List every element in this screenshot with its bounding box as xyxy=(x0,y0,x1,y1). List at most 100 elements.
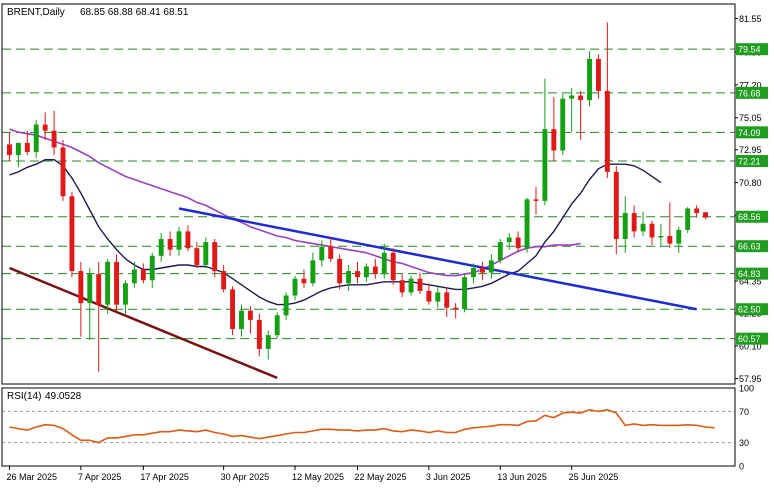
candle-bull xyxy=(105,261,111,305)
chart-ohlc-values: 68.85 68.88 68.41 68.51 xyxy=(80,7,189,18)
candle-bull xyxy=(346,271,352,284)
level-price-label: 68.56 xyxy=(738,212,761,222)
candle-bear xyxy=(453,307,459,310)
rsi-y-tick-label: 70 xyxy=(739,407,749,417)
candle-bear xyxy=(604,90,610,172)
candle-bull xyxy=(123,283,128,305)
candle-bull xyxy=(265,335,271,349)
candle-bear xyxy=(7,144,12,156)
candle-bear xyxy=(194,248,200,265)
y-tick-label: 60.10 xyxy=(739,341,762,351)
y-tick-label: 57.95 xyxy=(739,374,762,384)
candle-bear xyxy=(694,208,700,214)
candle-bull xyxy=(158,239,164,256)
candle-bear xyxy=(69,196,75,272)
candle-bull xyxy=(658,235,664,238)
candle-bull xyxy=(149,255,155,281)
candle-bull xyxy=(319,246,325,261)
candle-bear xyxy=(328,246,334,259)
candle-bear xyxy=(703,212,708,218)
candle-bear xyxy=(212,242,218,272)
candle-bear xyxy=(578,95,584,101)
level-price-tag xyxy=(736,210,768,223)
candle-bear xyxy=(372,266,378,275)
candle-bear xyxy=(390,252,396,281)
candle-bull xyxy=(587,58,592,101)
candle-bear xyxy=(230,289,236,330)
candle-bull xyxy=(471,268,476,278)
candle-bull xyxy=(622,213,628,240)
rsi-title: RSI(14) xyxy=(7,391,41,402)
candle-bear xyxy=(667,235,673,244)
y-tick-label: 81.55 xyxy=(739,14,762,24)
trendline-descending-resistance xyxy=(178,207,697,311)
x-tick-label: 17 Apr 2025 xyxy=(140,472,189,482)
candle-bull xyxy=(488,260,494,273)
candle-bull xyxy=(435,292,441,302)
candle-bull xyxy=(33,124,39,153)
y-tick-label: 77.20 xyxy=(739,80,762,90)
candle-bear xyxy=(42,124,48,131)
x-tick-label: 26 Mar 2025 xyxy=(6,472,57,482)
candle-bull xyxy=(87,274,93,304)
candle-bear xyxy=(221,271,227,290)
candle-bear xyxy=(444,292,450,308)
candle-bear xyxy=(355,271,360,278)
candle-bull xyxy=(524,199,530,249)
candles xyxy=(7,22,708,372)
level-price-label: 72.21 xyxy=(738,157,761,167)
candle-bull xyxy=(381,252,387,275)
level-price-label: 79.54 xyxy=(738,45,761,55)
candle-bull xyxy=(462,277,468,310)
candle-bear xyxy=(96,274,102,305)
rsi-panel: 100 70 30 0 xyxy=(2,384,754,472)
rsi-panel-frame xyxy=(1,387,736,467)
candle-bear xyxy=(613,171,619,240)
level-price-tag xyxy=(736,332,768,345)
ma-fast-line xyxy=(9,158,662,306)
candle-bear xyxy=(337,258,343,284)
x-tick-label: 7 Apr 2025 xyxy=(78,472,122,482)
level-price-label: 62.50 xyxy=(738,305,761,315)
candle-bull xyxy=(542,129,548,201)
level-price-tag xyxy=(736,126,768,139)
x-tick-label: 12 May 2025 xyxy=(292,472,344,482)
x-tick-label: 22 May 2025 xyxy=(355,472,407,482)
candle-bull xyxy=(176,231,182,250)
candle-bear xyxy=(51,130,57,148)
candle-bear xyxy=(533,199,539,201)
candle-bull xyxy=(676,229,682,244)
level-price-label: 74.09 xyxy=(738,128,761,138)
rsi-y-tick-label: 0 xyxy=(739,462,744,472)
candle-bear xyxy=(426,290,432,302)
level-price-tag xyxy=(736,43,768,56)
trendline-descending-channel xyxy=(8,266,278,380)
candle-bear xyxy=(479,268,485,273)
price-panel-frame xyxy=(1,3,736,385)
candle-bull xyxy=(274,315,280,336)
rsi-value: 49.0528 xyxy=(45,391,82,402)
candle-bull xyxy=(560,98,566,151)
candle-bull xyxy=(685,208,691,230)
candle-bull xyxy=(363,266,369,278)
chart-title-symbol: BRENT,Daily xyxy=(7,7,65,18)
candle-bear xyxy=(595,58,601,91)
candle-bear xyxy=(515,237,521,249)
trendlines xyxy=(8,207,697,380)
candle-bull xyxy=(506,237,512,243)
candle-bear xyxy=(631,213,637,232)
y-tick-label: 72.95 xyxy=(739,145,762,155)
candle-bull xyxy=(283,295,289,316)
rsi-y-tick-label: 100 xyxy=(739,384,754,394)
candle-bull xyxy=(569,95,575,99)
candle-bull xyxy=(292,278,298,296)
level-price-label: 66.63 xyxy=(738,242,761,252)
candle-bull xyxy=(497,242,503,261)
candle-bear xyxy=(167,239,173,250)
candle-bull xyxy=(310,260,316,284)
candle-bull xyxy=(15,142,21,156)
candle-bear xyxy=(256,319,262,349)
y-tick-label: 75.05 xyxy=(739,113,762,123)
